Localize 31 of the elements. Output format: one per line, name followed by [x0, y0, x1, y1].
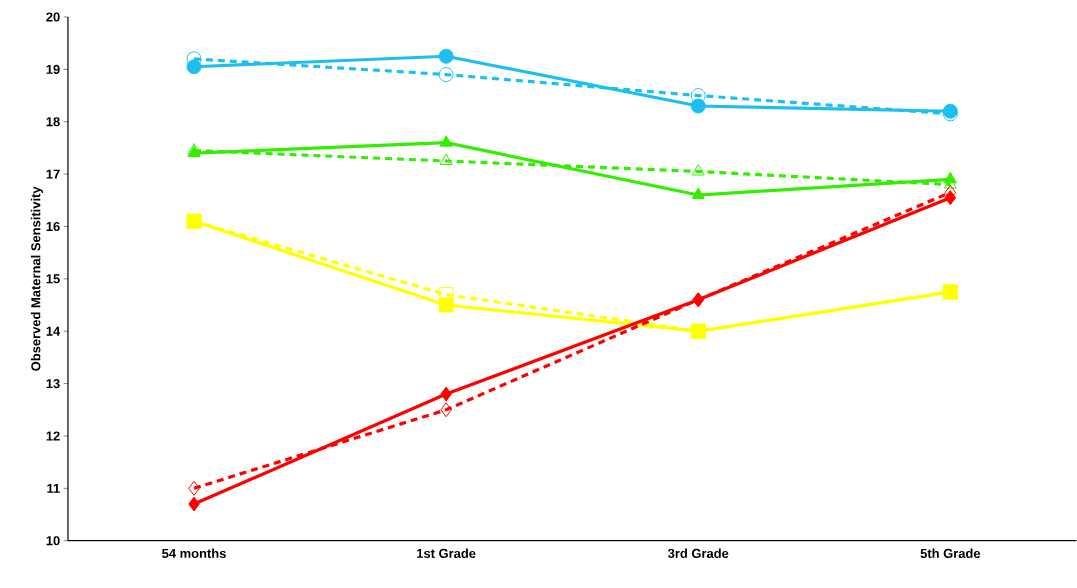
y-tick-label: 11	[47, 484, 60, 493]
point	[440, 402, 452, 418]
point	[438, 67, 454, 83]
x-tick-label: 3rd Grade	[667, 548, 729, 559]
y-tick-label: 10	[46, 536, 60, 546]
x-tick-label: 1st Grade	[417, 548, 476, 559]
point	[690, 98, 706, 114]
point	[691, 164, 705, 176]
point	[439, 135, 453, 147]
point	[438, 297, 454, 313]
y-tick-label: 19	[46, 64, 60, 75]
x-tick-label: 5th Grade	[920, 548, 981, 559]
point	[186, 59, 202, 75]
y-axis-title: Observed Maternal Sensitivity	[30, 186, 43, 371]
point	[943, 172, 957, 184]
point	[188, 481, 200, 496]
y-tick-label: 20	[46, 12, 60, 22]
point	[188, 496, 200, 512]
point	[439, 153, 453, 166]
x-tick-label: 54 months	[162, 548, 226, 559]
y-tick-label: 13	[46, 379, 60, 389]
point	[440, 386, 452, 402]
y-tick-label: 18	[46, 117, 60, 127]
y-tick-label: 17	[46, 169, 60, 179]
y-tick-label: 14	[46, 326, 61, 336]
point	[691, 187, 705, 200]
y-tick-label: 16	[46, 222, 60, 232]
point	[438, 48, 454, 64]
point	[944, 190, 957, 206]
y-tick-label: 15	[46, 274, 60, 284]
y-tick-label: 12	[46, 431, 60, 441]
